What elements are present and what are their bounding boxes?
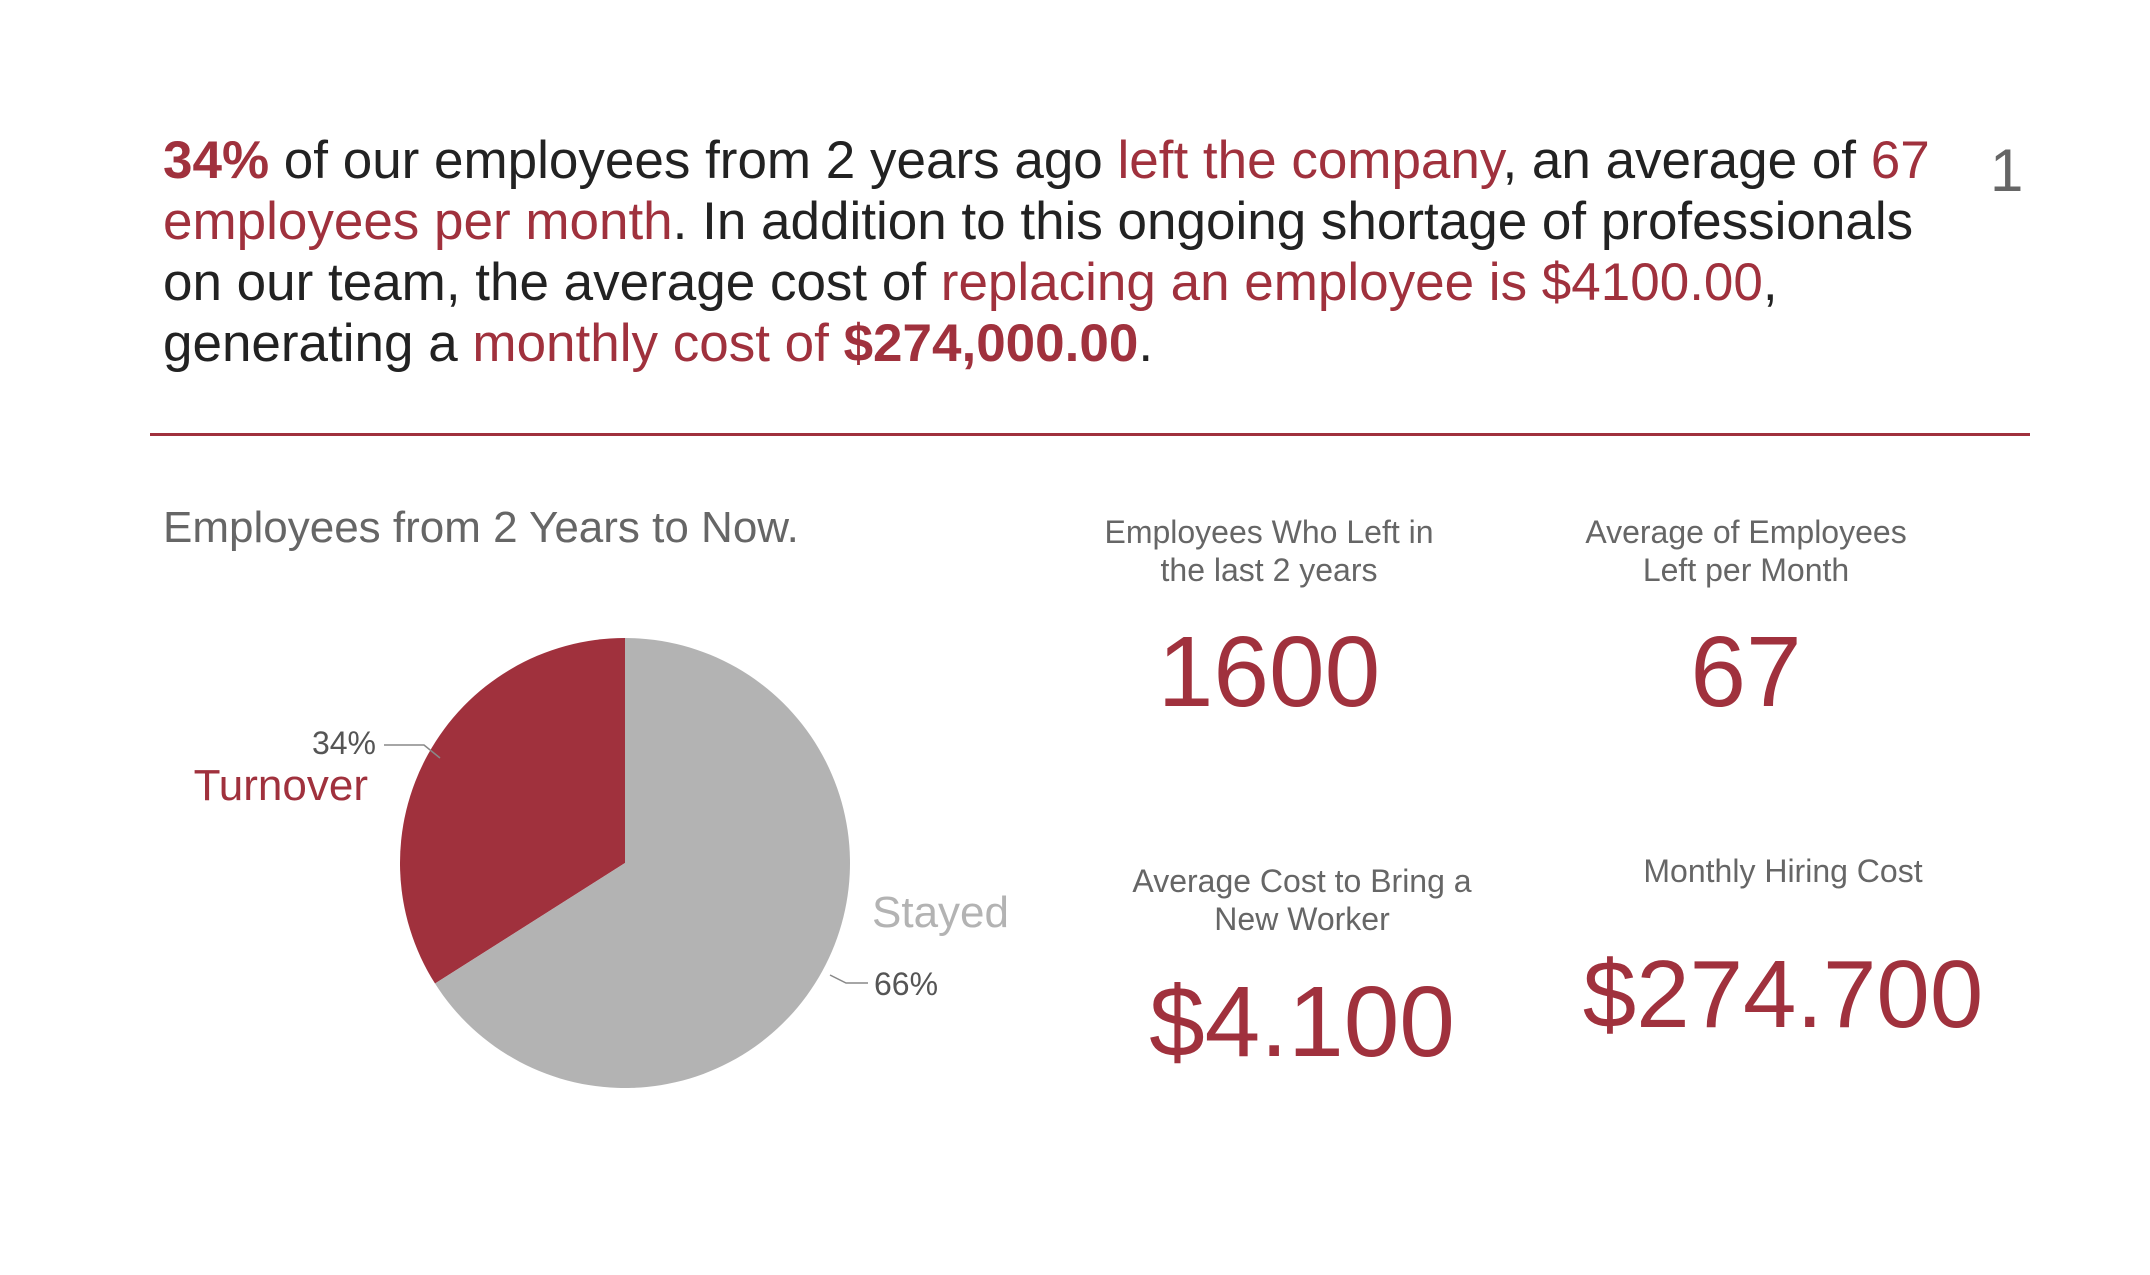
- headline-highlight-left-company: left the company: [1117, 131, 1503, 190]
- kpi-avg-per-month-value: 67: [1690, 616, 1802, 728]
- turnover-leader-line: [384, 744, 441, 759]
- kpi-employees-left-value: 1600: [1157, 616, 1381, 728]
- chart-title: Employees from 2 Years to Now.: [163, 503, 799, 552]
- kpi-avg-cost-label-line1: Average Cost to Bring a: [1132, 863, 1472, 899]
- kpi-avg-per-month-label: Average of Employees Left per Month: [1486, 513, 2006, 589]
- stayed-category-label: Stayed: [872, 888, 1009, 937]
- headline-highlight-replacing-cost: replacing an employee is $4100.00: [940, 253, 1763, 312]
- headline-text: 34% of our employees from 2 years ago le…: [163, 130, 1943, 374]
- kpi-monthly-cost-label-line1: Monthly Hiring Cost: [1643, 853, 1923, 889]
- pie-slice-turnover: [400, 638, 625, 984]
- pie-slice-stayed: [435, 638, 851, 1088]
- headline-segment: .: [1138, 314, 1154, 373]
- kpi-avg-per-month-label-line1: Average of Employees: [1585, 514, 1907, 550]
- stayed-percent-label: 66%: [874, 966, 938, 1002]
- kpi-monthly-cost-value: $274.700: [1582, 941, 1984, 1048]
- kpi-avg-cost-label-line2: New Worker: [1214, 901, 1390, 937]
- headline-monthly-cost-value: $274,000.00: [843, 314, 1139, 373]
- headline-segment: , generating a: [163, 253, 1778, 373]
- section-divider: [150, 433, 2030, 436]
- kpi-avg-cost-label: Average Cost to Bring a New Worker: [1042, 862, 1562, 938]
- headline-turnover-percent: 34%: [163, 131, 270, 190]
- headline-highlight-monthly-cost: monthly cost of: [472, 314, 844, 373]
- turnover-category-label: Turnover: [194, 761, 368, 810]
- kpi-employees-left-label-line1: Employees Who Left in: [1104, 514, 1434, 550]
- pie-chart: 34% Turnover Stayed 66%: [194, 638, 1009, 1088]
- kpi-employees-left-label: Employees Who Left in the last 2 years: [1009, 513, 1529, 589]
- kpi-avg-cost-value: $4.100: [1149, 966, 1455, 1078]
- kpi-monthly-cost-label: Monthly Hiring Cost: [1523, 852, 2043, 890]
- headline-segment: , an average of: [1502, 131, 1871, 190]
- headline-segment: . In addition to this ongoing shortage o…: [163, 192, 1914, 312]
- headline-highlight-per-month: 67 employees per month: [163, 131, 1930, 251]
- page-number: 1: [1990, 137, 2024, 204]
- kpi-avg-per-month-label-line2: Left per Month: [1642, 552, 1850, 588]
- headline-segment: of our employees from 2 years ago: [269, 131, 1118, 190]
- stayed-leader-line: [829, 974, 868, 984]
- turnover-percent-label: 34%: [312, 725, 376, 761]
- kpi-employees-left-label-line2: the last 2 years: [1160, 552, 1378, 588]
